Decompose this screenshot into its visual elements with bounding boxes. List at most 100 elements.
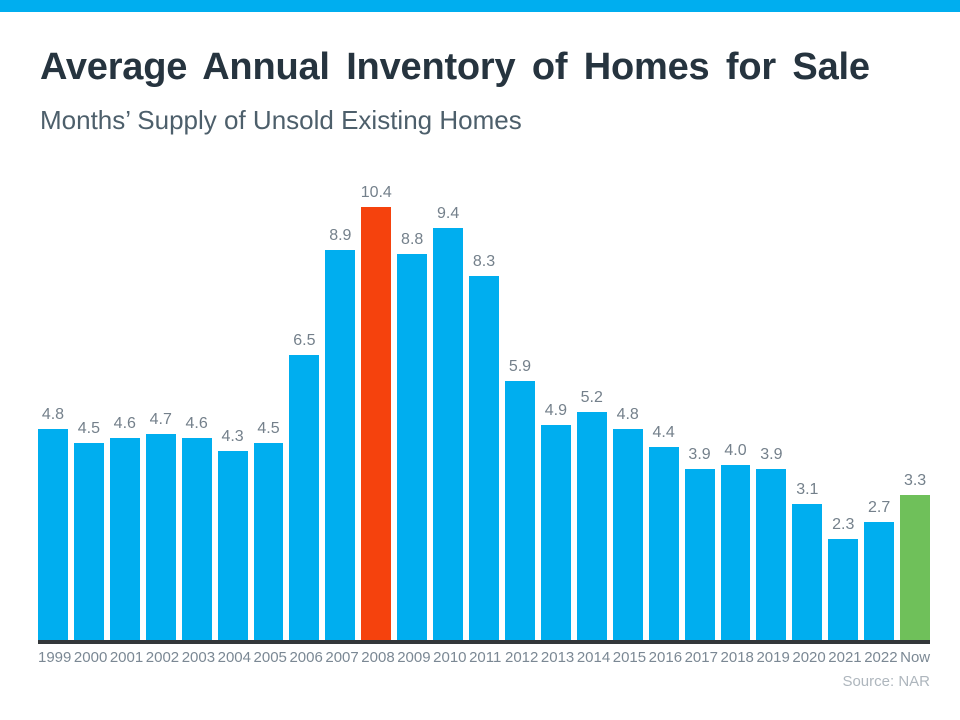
bar-value-label: 4.6 bbox=[113, 415, 136, 433]
bar-value-label: 8.3 bbox=[472, 252, 496, 270]
chart-header: Average Annual Inventory of Homes for Sa… bbox=[0, 12, 960, 136]
bar-column-2000: 4.5 bbox=[73, 184, 104, 640]
bar-2008 bbox=[361, 206, 392, 640]
bar-value-label: 2.3 bbox=[832, 516, 855, 534]
bar-value-label: 4.5 bbox=[77, 419, 100, 437]
x-tick-2002: 2002 bbox=[145, 648, 180, 666]
bar-value-label: 4.5 bbox=[257, 419, 280, 437]
x-tick-2010: 2010 bbox=[433, 648, 467, 666]
bar-2003 bbox=[181, 438, 212, 640]
bar-column-2011: 8.3 bbox=[469, 184, 499, 640]
bar-2019 bbox=[756, 468, 787, 640]
x-tick-2005: 2005 bbox=[253, 648, 287, 666]
bar-2005 bbox=[253, 442, 284, 640]
x-tick-2007: 2007 bbox=[325, 648, 359, 666]
bar-column-2016: 4.4 bbox=[648, 184, 679, 640]
bar-value-label: 4.7 bbox=[149, 410, 172, 428]
bar-value-label: 5.9 bbox=[508, 358, 532, 376]
bar-value-label: 6.5 bbox=[293, 331, 316, 349]
brand-top-strip bbox=[0, 0, 960, 12]
bar-column-2019: 3.9 bbox=[756, 184, 787, 640]
bar-column-2013: 4.9 bbox=[540, 184, 571, 640]
bar-column-2009: 8.8 bbox=[397, 184, 428, 640]
bar-2011 bbox=[469, 275, 499, 640]
x-tick-2014: 2014 bbox=[576, 648, 611, 666]
x-tick-2009: 2009 bbox=[397, 648, 431, 666]
x-tick-2019: 2019 bbox=[756, 648, 790, 666]
bar-2010 bbox=[433, 227, 464, 640]
bar-column-2010: 9.4 bbox=[433, 184, 464, 640]
bar-value-label: 9.4 bbox=[436, 204, 460, 222]
bar-value-label: 4.8 bbox=[41, 406, 65, 424]
x-tick-2004: 2004 bbox=[217, 648, 251, 666]
x-tick-2001: 2001 bbox=[109, 648, 144, 666]
x-axis-labels: 1999 2000 2001 2002 2003 2004 2005 2006 2007 2008… bbox=[38, 649, 930, 666]
bar-column-2008: 10.4 bbox=[360, 183, 392, 640]
bar-column-2015: 4.8 bbox=[612, 184, 643, 640]
page-subtitle: Months’ Supply of Unsold Existing Homes bbox=[40, 104, 522, 135]
bar-2000 bbox=[73, 442, 104, 640]
x-tick-now: Now bbox=[900, 648, 931, 666]
bar-column-2004: 4.3 bbox=[217, 184, 248, 640]
bar-now bbox=[900, 495, 931, 640]
bar-column-2003: 4.6 bbox=[181, 184, 212, 640]
x-tick-2020: 2020 bbox=[792, 648, 826, 666]
x-tick-2017: 2017 bbox=[684, 648, 718, 666]
x-tick-2000: 2000 bbox=[73, 648, 108, 666]
bar-value-label: 3.3 bbox=[903, 472, 927, 490]
bar-1999 bbox=[38, 429, 68, 640]
bar-column-2002: 4.7 bbox=[145, 184, 176, 640]
bar-column-2012: 5.9 bbox=[504, 184, 535, 640]
bar-2006 bbox=[289, 354, 320, 640]
bar-value-label: 8.9 bbox=[329, 226, 352, 244]
bar-value-label: 4.8 bbox=[616, 406, 639, 424]
bar-value-label: 2.7 bbox=[868, 498, 891, 516]
bar-value-label: 4.3 bbox=[221, 428, 244, 446]
bar-2014 bbox=[576, 411, 607, 640]
x-tick-2013: 2013 bbox=[540, 648, 575, 666]
bar-value-label: 4.9 bbox=[544, 402, 567, 420]
x-tick-1999: 1999 bbox=[38, 648, 72, 666]
x-tick-2015: 2015 bbox=[612, 648, 647, 666]
bar-2018 bbox=[720, 464, 751, 640]
bar-value-label: 4.4 bbox=[652, 423, 675, 441]
x-tick-2021: 2021 bbox=[828, 648, 862, 666]
bar-2020 bbox=[792, 503, 823, 640]
bar-column-2007: 8.9 bbox=[325, 184, 356, 640]
bar-value-label: 5.2 bbox=[580, 388, 603, 406]
bar-column-2021: 2.3 bbox=[828, 184, 859, 640]
bar-column-2001: 4.6 bbox=[109, 184, 140, 640]
bar-column-2018: 4.0 bbox=[720, 184, 751, 640]
bar-column-2006: 6.5 bbox=[289, 184, 320, 640]
bar-2017 bbox=[684, 468, 715, 640]
bar-value-label: 4.6 bbox=[185, 415, 208, 433]
bar-2004 bbox=[217, 451, 248, 640]
bar-value-label: 4.0 bbox=[724, 441, 747, 459]
x-tick-2008: 2008 bbox=[361, 648, 395, 666]
x-tick-2022: 2022 bbox=[864, 648, 898, 666]
x-tick-2018: 2018 bbox=[720, 648, 754, 666]
bar-chart: 4.8 4.5 4.6 4.7 4.6 4.3 4.5 6.5 8.9 10.4 8.8 9.4 8.3… bbox=[38, 184, 930, 666]
bar-column-2014: 5.2 bbox=[576, 184, 607, 640]
bar-2016 bbox=[648, 446, 679, 640]
bar-column-2022: 2.7 bbox=[864, 184, 895, 640]
bar-2007 bbox=[325, 249, 356, 640]
bar-2001 bbox=[109, 438, 140, 640]
bar-column-now: 3.3 bbox=[900, 184, 931, 640]
bar-value-label: 3.9 bbox=[760, 445, 783, 463]
source-note: Source: NAR bbox=[842, 672, 930, 690]
page-title: Average Annual Inventory of Homes for Sa… bbox=[40, 46, 870, 88]
bar-2002 bbox=[145, 433, 176, 640]
x-tick-2003: 2003 bbox=[181, 648, 216, 666]
bar-column-2020: 3.1 bbox=[792, 184, 823, 640]
bar-column-1999: 4.8 bbox=[38, 184, 68, 640]
x-tick-2012: 2012 bbox=[504, 648, 539, 666]
bar-2022 bbox=[864, 521, 895, 640]
x-tick-2011: 2011 bbox=[469, 648, 502, 666]
bar-column-2017: 3.9 bbox=[684, 184, 715, 640]
bar-column-2005: 4.5 bbox=[253, 184, 284, 640]
bar-2013 bbox=[540, 425, 571, 640]
bar-2009 bbox=[397, 254, 428, 640]
bar-value-label: 10.4 bbox=[360, 183, 392, 201]
x-tick-2006: 2006 bbox=[289, 648, 323, 666]
